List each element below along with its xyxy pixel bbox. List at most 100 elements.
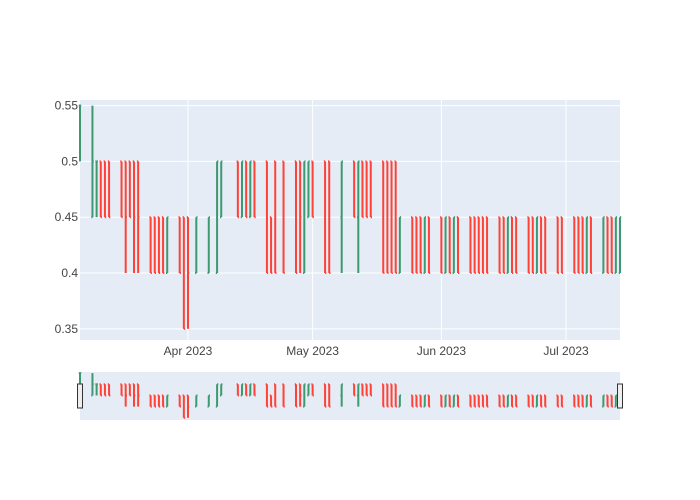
ohlc-bar[interactable] bbox=[448, 216, 451, 275]
ohlc-bar[interactable] bbox=[186, 216, 190, 329]
ohlc-bar[interactable] bbox=[269, 216, 273, 275]
ohlc-bar[interactable] bbox=[440, 216, 443, 275]
ohlc-bar[interactable] bbox=[485, 216, 489, 275]
slider-ohlc-bar bbox=[103, 383, 107, 397]
ohlc-bar[interactable] bbox=[120, 160, 123, 219]
ohlc-bar[interactable] bbox=[240, 160, 244, 219]
ohlc-bar[interactable] bbox=[473, 216, 476, 275]
ohlc-bar[interactable] bbox=[415, 216, 418, 275]
ohlc-bar[interactable] bbox=[514, 216, 518, 275]
ohlc-bar[interactable] bbox=[352, 160, 356, 219]
ohlc-bar[interactable] bbox=[581, 216, 584, 275]
ohlc-bar[interactable] bbox=[398, 216, 402, 275]
ohlc-bar[interactable] bbox=[531, 216, 535, 275]
ohlc-bar[interactable] bbox=[215, 160, 219, 275]
ohlc-bar[interactable] bbox=[585, 216, 589, 275]
ohlc-bar[interactable] bbox=[510, 216, 514, 275]
ohlc-bar[interactable] bbox=[506, 216, 510, 275]
ohlc-bar[interactable] bbox=[606, 216, 609, 275]
ohlc-bar[interactable] bbox=[103, 160, 107, 219]
ohlc-bar[interactable] bbox=[91, 105, 94, 219]
ohlc-bar[interactable] bbox=[577, 216, 580, 275]
ohlc-bar[interactable] bbox=[99, 160, 103, 219]
ohlc-bar[interactable] bbox=[610, 216, 613, 275]
ohlc-bar[interactable] bbox=[244, 160, 248, 219]
ohlc-bar[interactable] bbox=[107, 160, 111, 219]
ohlc-bar[interactable] bbox=[95, 160, 98, 218]
ohlc-bar[interactable] bbox=[253, 160, 256, 219]
ohlc-bar[interactable] bbox=[178, 216, 181, 275]
ohlc-bar[interactable] bbox=[165, 216, 169, 275]
slider-ohlc-bar bbox=[506, 394, 510, 408]
ohlc-bar[interactable] bbox=[294, 160, 298, 275]
ohlc-bar[interactable] bbox=[298, 160, 302, 274]
slider-ohlc-bar bbox=[178, 394, 181, 408]
ohlc-bar[interactable] bbox=[365, 160, 368, 219]
ohlc-bar[interactable] bbox=[481, 216, 485, 275]
ohlc-bar[interactable] bbox=[303, 160, 306, 275]
ohlc-bar[interactable] bbox=[207, 216, 211, 275]
ohlc-bar[interactable] bbox=[357, 160, 360, 274]
ohlc-bar[interactable] bbox=[386, 160, 389, 275]
ohlc-bar[interactable] bbox=[452, 216, 456, 275]
ohlc-bar[interactable] bbox=[560, 216, 564, 275]
ohlc-bar[interactable] bbox=[219, 160, 223, 219]
ohlc-bar[interactable] bbox=[361, 160, 364, 219]
ohlc-bar[interactable] bbox=[411, 216, 414, 275]
ohlc-bar[interactable] bbox=[419, 216, 422, 275]
ohlc-bar[interactable] bbox=[498, 216, 501, 275]
ohlc-bar[interactable] bbox=[307, 160, 310, 219]
ohlc-bar[interactable] bbox=[149, 216, 152, 275]
slider-ohlc-bar bbox=[502, 394, 505, 408]
ohlc-bar[interactable] bbox=[128, 160, 132, 219]
ohlc-bar[interactable] bbox=[265, 160, 269, 275]
ohlc-bar[interactable] bbox=[589, 216, 593, 275]
slider-ohlc-bar bbox=[444, 394, 447, 408]
ohlc-bar[interactable] bbox=[369, 160, 373, 219]
ohlc-bar[interactable] bbox=[535, 216, 539, 275]
ohlc-bar[interactable] bbox=[477, 216, 481, 275]
ohlc-bar[interactable] bbox=[502, 216, 505, 275]
ohlc-bar[interactable] bbox=[527, 216, 530, 275]
ohlc-bar[interactable] bbox=[323, 160, 327, 275]
ohlc-bar[interactable] bbox=[394, 160, 397, 275]
ohlc-bar[interactable] bbox=[124, 160, 127, 274]
ohlc-bar[interactable] bbox=[543, 216, 547, 275]
ohlc-bar[interactable] bbox=[456, 216, 460, 275]
ohlc-bar[interactable] bbox=[153, 216, 157, 275]
ohlc-bar[interactable] bbox=[381, 160, 385, 275]
ohlc-bar[interactable] bbox=[195, 216, 198, 275]
range-slider-handles[interactable] bbox=[77, 383, 623, 409]
ohlc-bar[interactable] bbox=[556, 216, 559, 275]
ohlc-bar[interactable] bbox=[469, 216, 472, 275]
ohlc-bars[interactable] bbox=[78, 104, 622, 330]
ohlc-bar[interactable] bbox=[423, 216, 427, 275]
ohlc-bar[interactable] bbox=[282, 160, 285, 275]
range-slider-handle-left[interactable] bbox=[77, 383, 83, 409]
range-slider-handle-right[interactable] bbox=[617, 383, 623, 409]
ohlc-bar[interactable] bbox=[132, 160, 136, 274]
ohlc-bar[interactable] bbox=[340, 160, 343, 274]
y-tick-label: 0.4 bbox=[61, 266, 78, 280]
ohlc-bar[interactable] bbox=[161, 216, 165, 275]
ohlc-bar[interactable] bbox=[273, 160, 277, 275]
ohlc-bar[interactable] bbox=[390, 160, 393, 275]
ohlc-bar[interactable] bbox=[236, 160, 240, 219]
ohlc-bar[interactable] bbox=[444, 216, 447, 275]
ohlc-bar[interactable] bbox=[618, 216, 622, 275]
range-slider[interactable] bbox=[80, 372, 620, 420]
ohlc-bar[interactable] bbox=[573, 216, 576, 275]
ohlc-bar[interactable] bbox=[427, 216, 431, 275]
ohlc-bar[interactable] bbox=[78, 104, 82, 162]
ohlc-bar[interactable] bbox=[311, 160, 314, 219]
ohlc-bar[interactable] bbox=[602, 216, 605, 275]
ohlc-bar[interactable] bbox=[327, 160, 331, 275]
slider-ohlc-bar bbox=[186, 394, 190, 418]
ohlc-bar[interactable] bbox=[614, 216, 618, 275]
ohlc-bar[interactable] bbox=[136, 160, 140, 274]
ohlc-bar[interactable] bbox=[157, 216, 161, 275]
ohlc-bar[interactable] bbox=[182, 216, 186, 330]
ohlc-bar[interactable] bbox=[539, 216, 543, 275]
ohlc-bar[interactable] bbox=[249, 160, 252, 219]
